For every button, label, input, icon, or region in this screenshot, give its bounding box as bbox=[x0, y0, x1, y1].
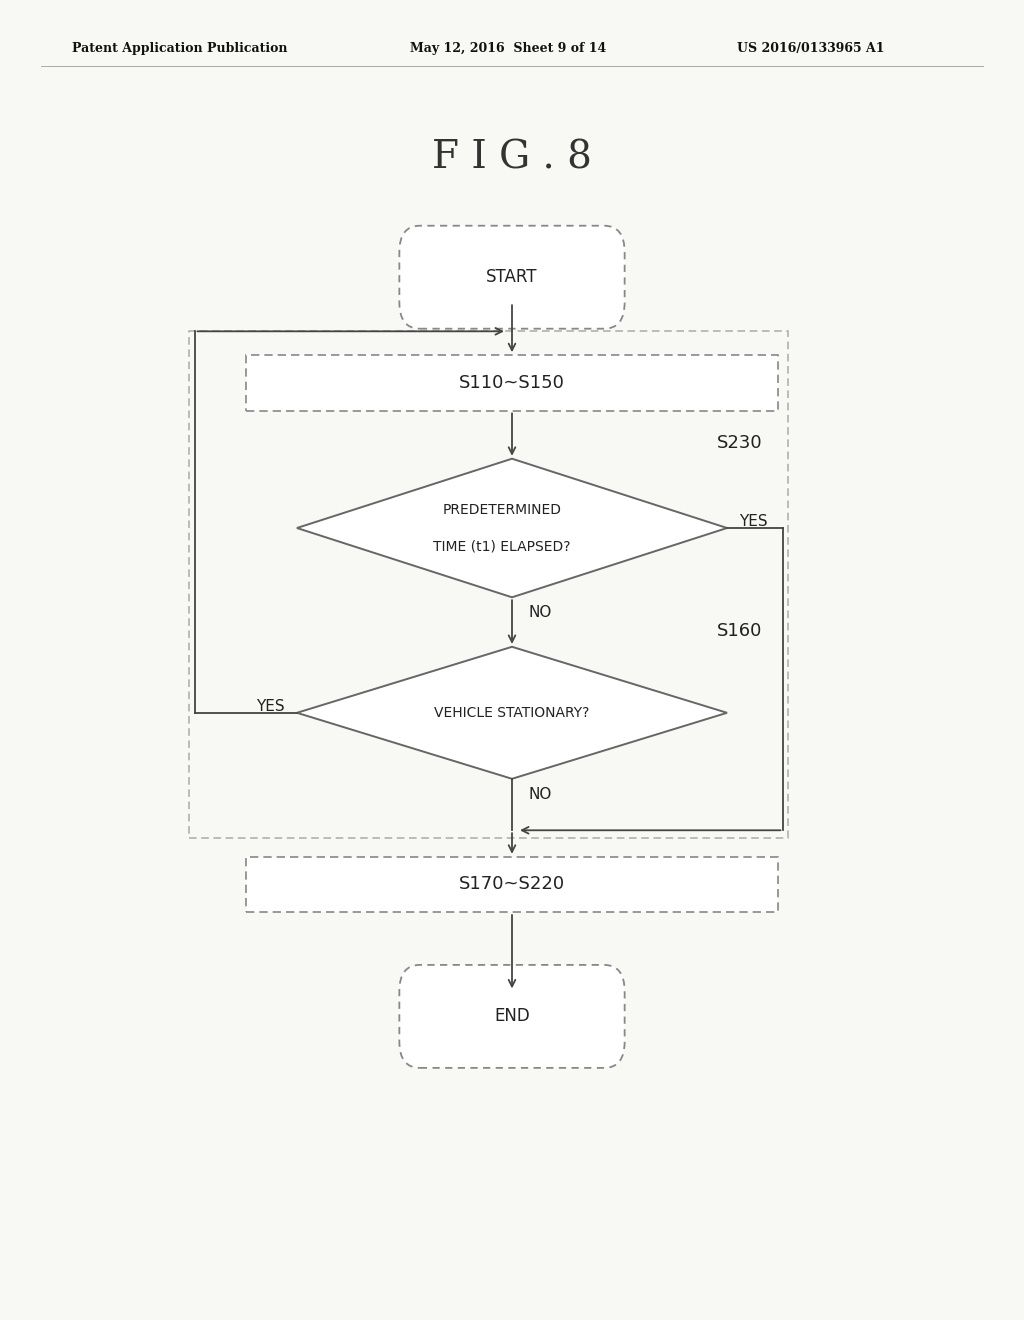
Text: START: START bbox=[486, 268, 538, 286]
Polygon shape bbox=[297, 647, 727, 779]
Text: YES: YES bbox=[256, 698, 285, 714]
Text: YES: YES bbox=[739, 513, 768, 529]
Text: US 2016/0133965 A1: US 2016/0133965 A1 bbox=[737, 42, 885, 55]
Text: NO: NO bbox=[528, 605, 552, 620]
Polygon shape bbox=[297, 459, 727, 597]
Text: S170~S220: S170~S220 bbox=[459, 875, 565, 894]
Text: NO: NO bbox=[528, 787, 552, 801]
Text: PREDETERMINED: PREDETERMINED bbox=[442, 503, 561, 516]
Text: TIME (t1) ELAPSED?: TIME (t1) ELAPSED? bbox=[433, 540, 570, 553]
Bar bbox=[246, 355, 778, 411]
Bar bbox=[189, 331, 788, 838]
Text: Patent Application Publication: Patent Application Publication bbox=[72, 42, 287, 55]
FancyBboxPatch shape bbox=[399, 965, 625, 1068]
Text: S160: S160 bbox=[717, 622, 762, 640]
Text: S230: S230 bbox=[717, 434, 763, 451]
Text: END: END bbox=[495, 1007, 529, 1026]
Text: May 12, 2016  Sheet 9 of 14: May 12, 2016 Sheet 9 of 14 bbox=[410, 42, 606, 55]
FancyBboxPatch shape bbox=[399, 226, 625, 329]
Text: F I G . 8: F I G . 8 bbox=[432, 140, 592, 177]
Bar bbox=[246, 857, 778, 912]
Text: VEHICLE STATIONARY?: VEHICLE STATIONARY? bbox=[434, 706, 590, 719]
Text: S110~S150: S110~S150 bbox=[459, 374, 565, 392]
